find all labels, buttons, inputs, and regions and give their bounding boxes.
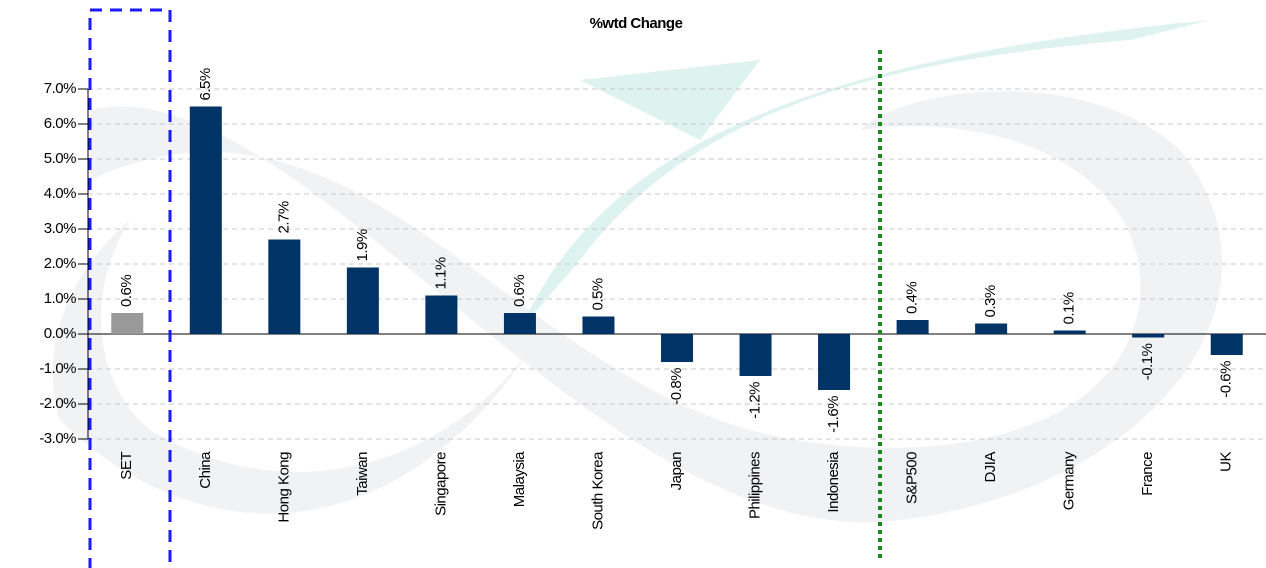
x-tick-label: UK (1218, 452, 1235, 472)
x-tick-label: DJIA (982, 452, 999, 483)
y-tick-label: 0.0% (44, 325, 76, 342)
value-label: 1.1% (432, 257, 449, 289)
x-tick-label: South Korea (589, 451, 606, 530)
y-tick-label: 7.0% (44, 80, 76, 97)
bar (897, 320, 929, 334)
value-label: 0.6% (118, 275, 135, 307)
bar (1054, 331, 1086, 335)
bar (1132, 334, 1164, 338)
x-tick-label: Singapore (432, 452, 449, 516)
bar (1211, 334, 1243, 355)
y-tick-label: -3.0% (39, 430, 76, 447)
x-tick-label: SET (118, 452, 135, 480)
value-label: -1.2% (747, 382, 764, 419)
bar (190, 107, 222, 335)
x-tick-label: Japan (668, 452, 685, 491)
value-label: 6.5% (197, 68, 214, 100)
value-label: 0.5% (589, 278, 606, 310)
y-tick-label: 5.0% (44, 150, 76, 167)
y-tick-label: -2.0% (39, 395, 76, 412)
logo-swoosh (90, 91, 1222, 522)
y-tick-label: 6.0% (44, 115, 76, 132)
bar (975, 324, 1007, 335)
chart: %wtd Change -3.0% -2.0% -1.0% 0.0% 1.0% 2.0% 3… (0, 0, 1266, 568)
x-tick-label: S&P500 (904, 452, 921, 504)
x-tick-label: Germany (1061, 451, 1078, 510)
value-label: -1.6% (825, 396, 842, 433)
value-label: 1.9% (354, 229, 371, 261)
chart-title: %wtd Change (590, 15, 683, 32)
value-label: -0.1% (1139, 343, 1156, 380)
y-tick-label: 2.0% (44, 255, 76, 272)
value-label: 0.4% (904, 282, 921, 314)
x-tick-label: France (1139, 452, 1156, 496)
bar (504, 313, 536, 334)
bar (661, 334, 693, 362)
value-label: 0.3% (982, 285, 999, 317)
value-label: 0.6% (511, 275, 528, 307)
y-tick-label: 3.0% (44, 220, 76, 237)
bar (111, 313, 143, 334)
x-tick-label: Philippines (747, 452, 764, 519)
y-tick-label: -1.0% (39, 360, 76, 377)
x-tick-label: Taiwan (354, 452, 371, 496)
background-logo (53, 20, 1222, 522)
value-label: -0.8% (668, 368, 685, 405)
value-label: -0.6% (1218, 361, 1235, 398)
x-tick-label: Indonesia (825, 451, 842, 513)
bar (740, 334, 772, 376)
bar (268, 240, 300, 335)
x-tick-label: Hong Kong (275, 452, 292, 523)
y-tick-label: 4.0% (44, 185, 76, 202)
value-label: 2.7% (275, 201, 292, 233)
bar (818, 334, 850, 390)
bar (582, 317, 614, 335)
x-tick-label: China (197, 451, 214, 489)
value-label: 0.1% (1061, 292, 1078, 324)
bar (425, 296, 457, 335)
x-tick-label: Malaysia (511, 451, 528, 507)
bar (347, 268, 379, 335)
y-tick-label: 1.0% (44, 290, 76, 307)
